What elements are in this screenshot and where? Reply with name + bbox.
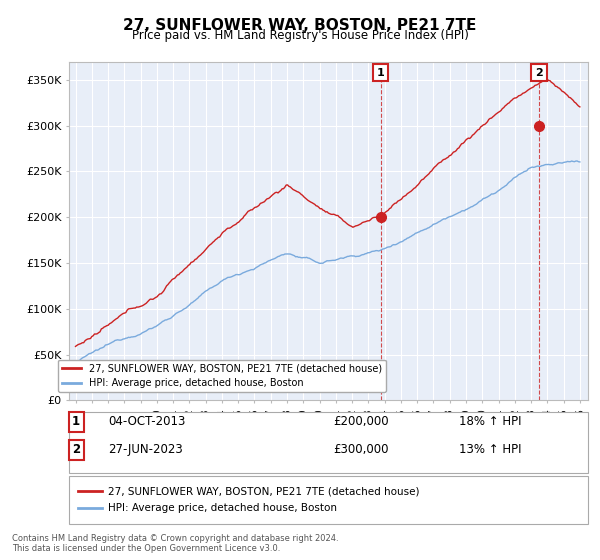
- Text: Contains HM Land Registry data © Crown copyright and database right 2024.
This d: Contains HM Land Registry data © Crown c…: [12, 534, 338, 553]
- Text: 27, SUNFLOWER WAY, BOSTON, PE21 7TE: 27, SUNFLOWER WAY, BOSTON, PE21 7TE: [124, 18, 476, 33]
- Legend: 27, SUNFLOWER WAY, BOSTON, PE21 7TE (detached house), HPI: Average price, detach: 27, SUNFLOWER WAY, BOSTON, PE21 7TE (det…: [58, 360, 386, 392]
- Text: 1: 1: [377, 68, 385, 78]
- Text: HPI: Average price, detached house, Boston: HPI: Average price, detached house, Bost…: [108, 503, 337, 514]
- Text: £300,000: £300,000: [333, 443, 389, 456]
- Text: 1: 1: [72, 415, 80, 428]
- Text: 27, SUNFLOWER WAY, BOSTON, PE21 7TE (detached house): 27, SUNFLOWER WAY, BOSTON, PE21 7TE (det…: [108, 486, 419, 496]
- Text: 13% ↑ HPI: 13% ↑ HPI: [459, 443, 521, 456]
- Text: 2: 2: [72, 443, 80, 456]
- Text: £200,000: £200,000: [333, 415, 389, 428]
- Text: 04-OCT-2013: 04-OCT-2013: [108, 415, 185, 428]
- Text: 27-JUN-2023: 27-JUN-2023: [108, 443, 183, 456]
- Text: 2: 2: [535, 68, 543, 78]
- Text: 18% ↑ HPI: 18% ↑ HPI: [459, 415, 521, 428]
- Text: Price paid vs. HM Land Registry's House Price Index (HPI): Price paid vs. HM Land Registry's House …: [131, 29, 469, 42]
